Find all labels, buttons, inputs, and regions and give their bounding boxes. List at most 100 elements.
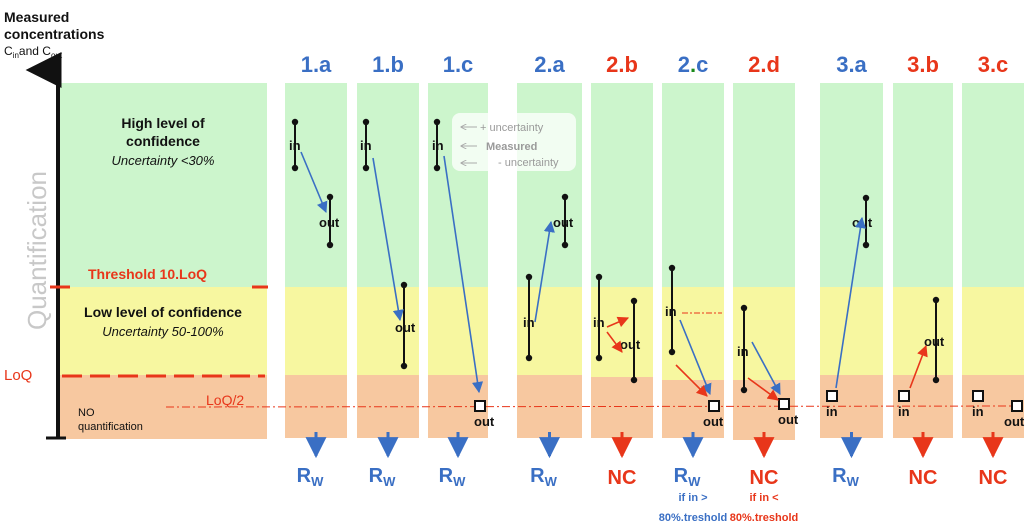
result-rw-1.a: RW — [297, 465, 324, 489]
2a-arrow — [534, 220, 555, 323]
2a-out-label: out — [553, 215, 574, 230]
quantification-axis-label: Quantification — [22, 171, 52, 330]
column-label-2.c: 2.c — [678, 52, 709, 77]
result-nc-2.d: NC — [750, 467, 779, 489]
1c-in-label: in — [432, 138, 444, 153]
1b-arrow — [372, 157, 404, 322]
2a-in-lower-dot — [525, 354, 533, 362]
2b-in-label: in — [593, 315, 605, 330]
high-confidence-title-2: confidence — [126, 133, 200, 149]
3b-in-label: in — [898, 404, 910, 419]
column-high-zone-1.a — [285, 83, 347, 287]
column-low-zone-3.a — [820, 287, 883, 375]
1c-arrow — [443, 155, 484, 394]
column-label-1.b: 1.b — [372, 52, 404, 77]
result-note2-2.d: 80%.treshold — [730, 512, 798, 524]
2d-out-box — [778, 398, 790, 410]
column-label-3.b: 3.b — [907, 52, 939, 77]
3b-in-box — [898, 390, 910, 402]
3b-out-label: out — [924, 334, 945, 349]
3a-in-box — [826, 390, 838, 402]
3a-out-upper-dot — [862, 194, 870, 202]
legend-minus-uncertainty: - uncertainty — [498, 157, 559, 169]
uncertainty-legend: + uncertainty Measured - uncertainty — [452, 113, 576, 171]
column-low-zone-2.b — [591, 287, 653, 377]
column-high-zone-3.b — [893, 83, 953, 287]
loq-half-line — [165, 405, 1025, 408]
threshold-label: Threshold 10.LoQ — [88, 266, 207, 282]
column-low-zone-1.c — [428, 287, 488, 375]
column-low-zone-1.a — [285, 287, 347, 375]
1a-out-lower-dot — [326, 241, 334, 249]
no-quant-text-2: quantification — [78, 421, 143, 433]
column-label-1.c: 1.c — [443, 52, 474, 77]
legend-measured: Measured — [486, 141, 537, 153]
1b-out-upper-dot — [400, 281, 408, 289]
3b-out-lower-dot — [932, 376, 940, 384]
column-low-zone-3.c — [962, 287, 1024, 375]
2a-in-label: in — [523, 315, 535, 330]
2b-in-upper-dot — [595, 273, 603, 281]
no-quant-text-1: NO — [78, 407, 95, 419]
header-line2: concentrations — [4, 26, 105, 42]
result-nc-2.b: NC — [608, 467, 637, 489]
2c-out-label: out — [703, 414, 724, 429]
2d-in-upper-dot — [740, 304, 748, 312]
3c-out-box — [1011, 400, 1023, 412]
column-low-zone-2.d — [733, 287, 795, 380]
column-high-zone-3.a — [820, 83, 883, 287]
1c-out-box — [474, 400, 486, 412]
3a-out-label: out — [852, 215, 873, 230]
result-rw-1.c: RW — [439, 465, 466, 489]
result-nc-3.c: NC — [979, 467, 1008, 489]
1c-out-label: out — [474, 414, 495, 429]
low-confidence-title: Low level of confidence — [84, 304, 242, 320]
2b-arrow1 — [606, 316, 630, 328]
2a-in-upper-dot — [525, 273, 533, 281]
3a-out-lower-dot — [862, 241, 870, 249]
1c-in-lower-dot — [433, 164, 441, 172]
1a-out-label: out — [319, 215, 340, 230]
2c-arrow-red — [675, 364, 708, 397]
1a-in-upper-dot — [291, 118, 299, 126]
3c-in-box — [972, 390, 984, 402]
column-high-zone-3.c — [962, 83, 1024, 287]
result-note1-2.d: if in < — [749, 492, 778, 504]
column-label-2.b: 2.b — [606, 52, 638, 77]
loq-half-label: LoQ/2 — [206, 392, 244, 408]
column-label-2.a: 2.a — [534, 52, 565, 77]
low-confidence-zone — [60, 287, 267, 375]
result-rw-2.a: RW — [530, 465, 557, 489]
high-confidence-title-1: High level of — [121, 115, 205, 131]
2b-out-label: out — [620, 337, 641, 352]
column-label-1.a: 1.a — [301, 52, 332, 77]
2d-arrow-red — [747, 377, 779, 401]
1a-in-lower-dot — [291, 164, 299, 172]
result-rw-1.b: RW — [369, 465, 396, 489]
column-low-zone-3.b — [893, 287, 953, 375]
3b-arrow — [909, 344, 928, 389]
1b-out-label: out — [395, 320, 416, 335]
3c-out-label: out — [1004, 414, 1025, 429]
2b-in-lower-dot — [595, 354, 603, 362]
2d-in-lower-dot — [740, 386, 748, 394]
result-rw-2.c: RW — [674, 465, 701, 489]
column-low-zone-1.b — [357, 287, 419, 375]
column-high-zone-2.d — [733, 83, 795, 287]
column-high-zone-1.b — [357, 83, 419, 287]
3c-in-label: in — [972, 404, 984, 419]
2d-in-label: in — [737, 344, 749, 359]
result-note2-2.c: 80%.treshold — [659, 512, 727, 524]
low-confidence-uncertainty: Uncertainty 50-100% — [102, 324, 223, 339]
column-high-zone-2.b — [591, 83, 653, 287]
2a-out-lower-dot — [561, 241, 569, 249]
column-label-3.a: 3.a — [836, 52, 867, 77]
2c-in-upper-dot — [668, 264, 676, 272]
1a-out-upper-dot — [326, 193, 334, 201]
legend-plus-uncertainty: + uncertainty — [480, 122, 544, 134]
2c-in-lower-dot — [668, 348, 676, 356]
1b-in-label: in — [360, 138, 372, 153]
3a-in-label: in — [826, 404, 838, 419]
3a-arrow — [835, 216, 867, 389]
